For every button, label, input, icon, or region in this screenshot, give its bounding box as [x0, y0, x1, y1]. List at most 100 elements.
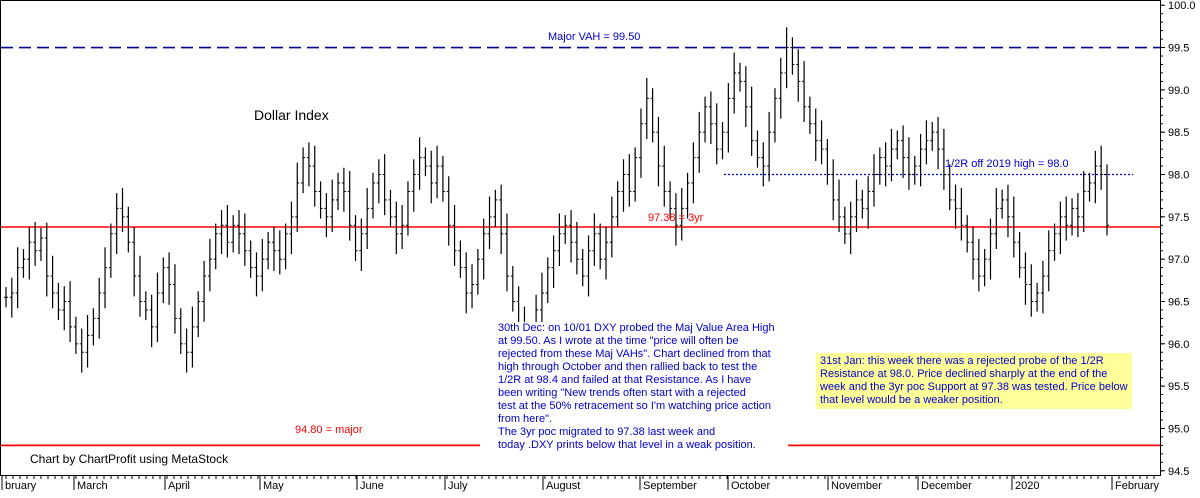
price-bar — [429, 150, 434, 204]
x-tick-label: April — [168, 480, 190, 492]
price-bar — [539, 272, 544, 326]
price-bar — [184, 328, 189, 373]
price-bar — [1087, 172, 1092, 202]
price-bar — [394, 201, 399, 255]
x-tick-label: February — [1115, 480, 1160, 492]
price-bar — [749, 86, 754, 156]
price-bar — [248, 240, 253, 278]
price-bar — [644, 78, 649, 139]
note-line: at 99.50. As I wrote at the time "price … — [498, 335, 739, 347]
price-bar — [499, 184, 504, 255]
note-line: from here". — [498, 413, 553, 425]
support-3yr-label: 97.38 = 3yr — [648, 212, 704, 224]
y-tick-label: 97.0 — [1168, 254, 1189, 266]
price-bar — [906, 137, 911, 190]
price-bar — [1005, 184, 1010, 238]
price-bar — [79, 328, 84, 373]
price-bar — [446, 176, 451, 246]
price-bar — [796, 49, 801, 102]
x-tick-label: 2020 — [1015, 480, 1039, 492]
price-bar — [813, 108, 818, 161]
price-bar — [15, 247, 20, 309]
y-tick-label: 96.0 — [1168, 339, 1189, 351]
price-bar — [289, 201, 294, 255]
y-tick-label: 95.0 — [1168, 423, 1189, 435]
price-bar — [347, 171, 352, 241]
chart-title: Dollar Index — [254, 107, 329, 123]
price-bar — [650, 88, 655, 143]
y-tick-label: 99.0 — [1168, 85, 1189, 97]
price-bar — [27, 226, 32, 280]
price-bar — [877, 147, 882, 185]
price-bar — [73, 316, 78, 354]
price-bar — [691, 142, 696, 204]
price-bar — [831, 159, 836, 221]
price-bar — [837, 179, 842, 233]
price-bar — [213, 223, 218, 270]
price-bar — [778, 57, 783, 119]
note-line: 1/2R at 98.4 and failed at that Resistan… — [498, 374, 752, 386]
note-line: today .DXY prints below that level in a … — [498, 439, 756, 451]
price-bar — [772, 88, 777, 143]
price-bar — [901, 125, 906, 178]
price-bar — [860, 189, 865, 219]
price-bar — [493, 189, 498, 227]
price-bar — [889, 128, 894, 182]
price-bar — [50, 255, 55, 309]
price-bar — [790, 37, 795, 75]
price-bar — [318, 181, 323, 219]
price-bar — [4, 287, 8, 308]
price-bar — [912, 155, 917, 185]
price-bar — [481, 218, 486, 280]
price-bar — [1023, 252, 1028, 305]
price-bar — [336, 172, 341, 211]
price-bar — [9, 277, 14, 318]
price-bar — [167, 252, 172, 305]
price-bar — [21, 249, 26, 278]
price-bar — [842, 206, 847, 244]
price-bar — [435, 145, 440, 199]
price-bar — [656, 116, 661, 187]
price-bar — [44, 222, 49, 297]
price-bar — [895, 130, 900, 160]
price-bar — [673, 193, 678, 246]
price-bar — [1070, 198, 1075, 236]
note-line: 31st Jan: this week there was a rejected… — [820, 355, 1104, 367]
y-tick-label: 94.5 — [1168, 466, 1189, 478]
price-bar — [662, 145, 667, 207]
note-line: test at the 50% retracement so I'm watch… — [498, 400, 771, 412]
price-bar — [132, 226, 137, 297]
price-bar — [120, 188, 125, 233]
price-bar — [68, 281, 73, 343]
price-bar — [545, 257, 550, 304]
x-tick-label: September — [643, 480, 697, 492]
price-bar — [143, 291, 148, 321]
price-bar — [225, 204, 230, 258]
price-bar — [679, 188, 684, 241]
price-bar — [976, 238, 981, 292]
price-bar — [708, 91, 713, 145]
price-bar — [371, 172, 375, 219]
price-bar — [196, 291, 201, 338]
price-bar — [1052, 223, 1057, 261]
price-bar — [761, 142, 766, 187]
price-bar — [353, 215, 358, 261]
y-tick-label: 98.5 — [1168, 127, 1189, 139]
price-bar — [825, 138, 830, 185]
x-tick-label: May — [263, 480, 284, 492]
price-bar — [504, 213, 509, 292]
price-bar — [574, 221, 579, 275]
price-bar — [633, 147, 638, 202]
x-tick-label: November — [831, 480, 882, 492]
price-bar — [388, 189, 393, 227]
half-r-label: 1/2R off 2019 high = 98.0 — [945, 158, 1069, 170]
price-bar — [1058, 201, 1063, 255]
y-axis: 100.0 99.5 99.0 98.5 98.0 97.5 97.0 96.5 96.0 95.… — [1160, 0, 1196, 478]
y-tick-label: 97.5 — [1168, 212, 1189, 224]
price-bar — [458, 240, 463, 278]
price-bar — [452, 204, 457, 266]
y-tick-label: 95.5 — [1168, 381, 1189, 393]
price-bar — [883, 142, 888, 187]
price-bar — [178, 308, 183, 354]
price-bar — [271, 226, 276, 272]
